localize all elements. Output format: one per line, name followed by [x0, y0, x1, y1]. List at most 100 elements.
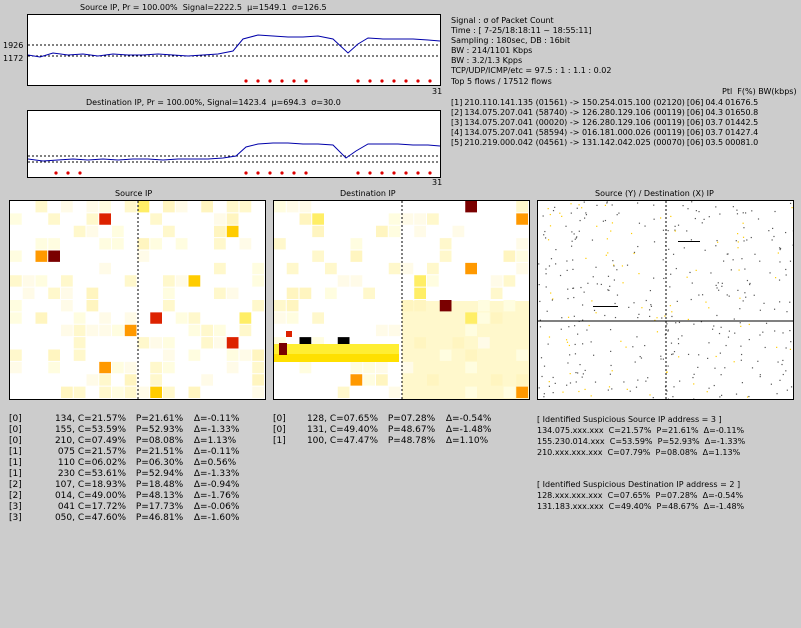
heat-cell: [604, 314, 606, 317]
heat-cell: [782, 359, 784, 362]
heat-cell: [427, 386, 439, 398]
heat-cell: [661, 317, 663, 319]
stat-ip: 050,: [54, 513, 75, 523]
top-flows-column-header: Ptl F(%) BW(kbps): [722, 87, 797, 96]
heat-cell: [286, 331, 292, 337]
heat-cell: [35, 275, 48, 287]
stat-p: P=08.08%: [135, 436, 184, 446]
heat-cell: [744, 268, 746, 270]
heat-cell: [785, 268, 787, 271]
heat-cell: [550, 292, 552, 294]
heat-cell: [613, 279, 615, 281]
heat-cell: [548, 385, 550, 387]
heat-cell: [759, 260, 761, 262]
source-stat-row: [1] 075 C=21.57% P=21.51% Δ=-0.11%: [9, 447, 264, 458]
heat-cell: [465, 361, 477, 374]
stat-ip: 128,: [306, 414, 327, 424]
heat-cell: [733, 361, 735, 363]
heat-cell: [112, 324, 124, 337]
heat-cell: [666, 390, 668, 392]
heat-cell: [635, 386, 638, 388]
heat-cell: [718, 332, 721, 335]
heat-cell: [516, 238, 528, 250]
heat-cell: [414, 337, 426, 349]
heat-cell: [583, 291, 585, 293]
heat-cell: [575, 237, 577, 239]
heat-cell: [736, 209, 738, 211]
source-stat-row: [0] 155, C=53.59% P=52.93% Δ=-1.33%: [9, 425, 264, 436]
heat-cell: [312, 337, 324, 349]
heat-cell: [452, 337, 465, 349]
stat-p: P=18.48%: [135, 480, 184, 490]
heat-cell: [791, 207, 793, 209]
heat-cell: [618, 212, 620, 214]
heat-cell: [633, 251, 636, 253]
heat-cell: [745, 296, 747, 298]
heat-cell: [112, 225, 124, 238]
heat-cell: [742, 222, 744, 224]
heat-cell: [614, 316, 617, 319]
heat-cell: [579, 363, 581, 366]
heat-cell: [350, 361, 363, 374]
heat-cell: [779, 248, 781, 251]
flow-index: [4]: [451, 128, 463, 137]
heat-cell: [337, 337, 350, 349]
heat-cell: [137, 250, 150, 262]
heat-cell: [785, 274, 787, 276]
heat-cell: [552, 210, 555, 212]
heat-cell: [698, 211, 700, 213]
heat-cell: [35, 238, 48, 250]
heat-cell: [678, 356, 680, 358]
heat-cell: [124, 386, 137, 398]
heat-cell: [596, 283, 598, 285]
heat-cell: [595, 266, 597, 268]
heat-cell: [73, 225, 86, 238]
heat-cell: [312, 250, 324, 262]
heat-cell: [717, 241, 719, 243]
source-dest-heatmap: [537, 200, 794, 400]
heat-cell: [681, 335, 683, 337]
flow-pct: 04.3: [705, 108, 724, 117]
heat-cell: [299, 201, 312, 213]
heat-cell: [774, 330, 776, 332]
source-stat-row: [1] 230 C=53.61% P=52.94% Δ=-1.33%: [9, 469, 264, 480]
heat-cell: [554, 206, 556, 208]
heat-cell: [577, 372, 579, 374]
flow-desc: 134.075.207.041 (00020) -> 126.280.129.1…: [464, 118, 685, 127]
heat-cell: [779, 301, 781, 303]
heat-cell: [656, 331, 659, 333]
heat-cell: [638, 273, 640, 275]
stat-p: P=48.78%: [387, 436, 436, 446]
heat-cell: [782, 332, 784, 334]
heat-cell: [337, 275, 350, 287]
heat-cell: [728, 295, 730, 297]
heat-cell: [711, 328, 714, 330]
heat-cell: [10, 312, 22, 324]
heat-cell: [670, 215, 672, 218]
heat-cell: [616, 269, 618, 271]
heat-cell: [562, 391, 564, 393]
heat-cell: [252, 262, 264, 275]
heat-cell: [785, 231, 787, 234]
heat-cell: [672, 353, 674, 355]
heat-cell: [637, 245, 639, 248]
heat-cell: [693, 398, 695, 399]
heat-cell: [735, 240, 737, 242]
flow-bw: 01650.8: [725, 108, 759, 117]
heat-cell: [35, 201, 48, 213]
heat-cell: [214, 238, 226, 250]
signal-info-line: TCP/UDP/ICMP/etc = 97.5 : 1 : 1.1 : 0.02: [451, 66, 612, 75]
heat-cell: [414, 300, 426, 312]
stat-idx: [1]: [9, 447, 22, 457]
heat-cell: [388, 213, 401, 225]
heat-cell: [163, 275, 175, 287]
heat-cell: [73, 312, 86, 324]
heat-cell: [622, 282, 624, 284]
heat-cell: [687, 318, 689, 321]
heat-cell: [610, 230, 612, 232]
heat-cell: [581, 376, 583, 378]
suspicious-source-header: [ Identified Suspicious Source IP addres…: [537, 415, 722, 424]
heat-cell: [568, 344, 570, 347]
heat-cell: [112, 238, 124, 250]
flow-ptl: [06]: [686, 118, 704, 127]
